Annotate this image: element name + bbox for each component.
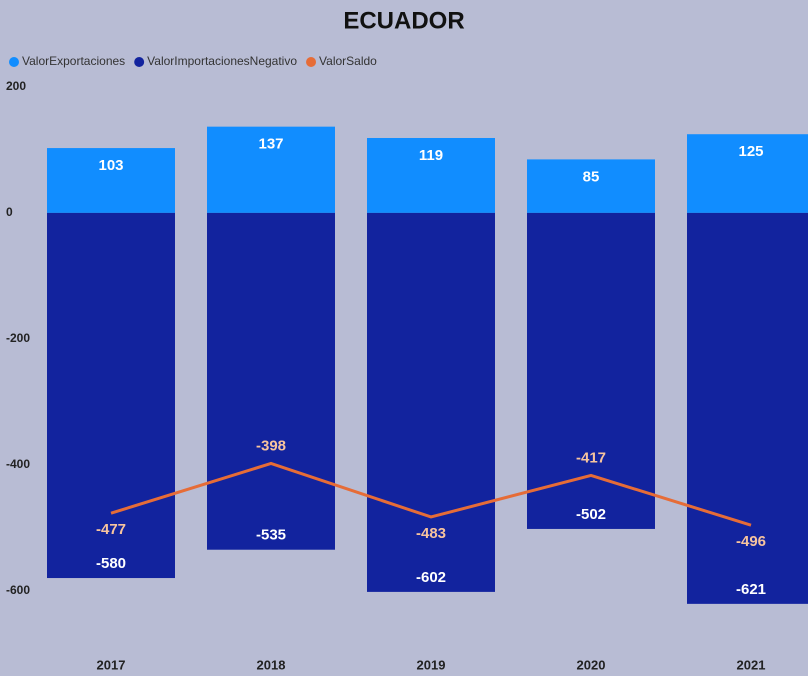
bar xyxy=(47,212,175,579)
data-label: -602 xyxy=(416,569,446,586)
x-tick-label: 2020 xyxy=(577,657,606,672)
legend: ValorExportaciones ValorImportacionesNega… xyxy=(9,54,377,68)
bar xyxy=(527,212,655,529)
data-label: -535 xyxy=(256,527,286,544)
data-label: -496 xyxy=(736,533,766,550)
bar xyxy=(687,134,808,213)
data-label: 137 xyxy=(258,136,283,153)
chart-title: ECUADOR xyxy=(343,7,464,34)
x-tick-label: 2018 xyxy=(257,657,286,672)
data-label: -477 xyxy=(96,521,126,538)
data-label: 119 xyxy=(419,147,443,164)
x-tick-label: 2021 xyxy=(737,657,766,672)
data-label: 85 xyxy=(583,168,600,185)
data-label: 125 xyxy=(738,143,763,160)
y-tick-label: 200 xyxy=(6,79,26,93)
bar xyxy=(367,212,495,592)
data-label: -398 xyxy=(256,437,286,454)
x-tick-label: 2017 xyxy=(97,657,126,672)
data-label: -417 xyxy=(576,449,606,466)
legend-label: ValorExportaciones xyxy=(22,54,125,68)
bar xyxy=(527,159,655,213)
bar xyxy=(687,212,808,604)
bar xyxy=(47,148,175,213)
legend-marker xyxy=(134,57,145,67)
line xyxy=(110,461,752,527)
legend-label: ValorSaldo xyxy=(319,54,377,68)
y-tick-label: -200 xyxy=(6,331,30,345)
legend-marker xyxy=(9,57,19,67)
x-tick-label: 2019 xyxy=(417,657,446,672)
bar xyxy=(367,137,495,213)
data-label: -621 xyxy=(736,581,766,598)
data-label: -483 xyxy=(416,525,446,542)
y-tick-label: -400 xyxy=(6,457,30,471)
legend-marker xyxy=(306,57,317,67)
legend-label: ValorImportacionesNegativo xyxy=(147,54,297,68)
bar xyxy=(207,126,335,213)
data-label: 103 xyxy=(98,157,123,174)
bar xyxy=(207,212,335,550)
y-tick-label: -600 xyxy=(6,583,30,597)
data-label: -502 xyxy=(576,506,606,523)
y-tick-label: 0 xyxy=(6,205,13,219)
data-label: -580 xyxy=(96,555,126,572)
